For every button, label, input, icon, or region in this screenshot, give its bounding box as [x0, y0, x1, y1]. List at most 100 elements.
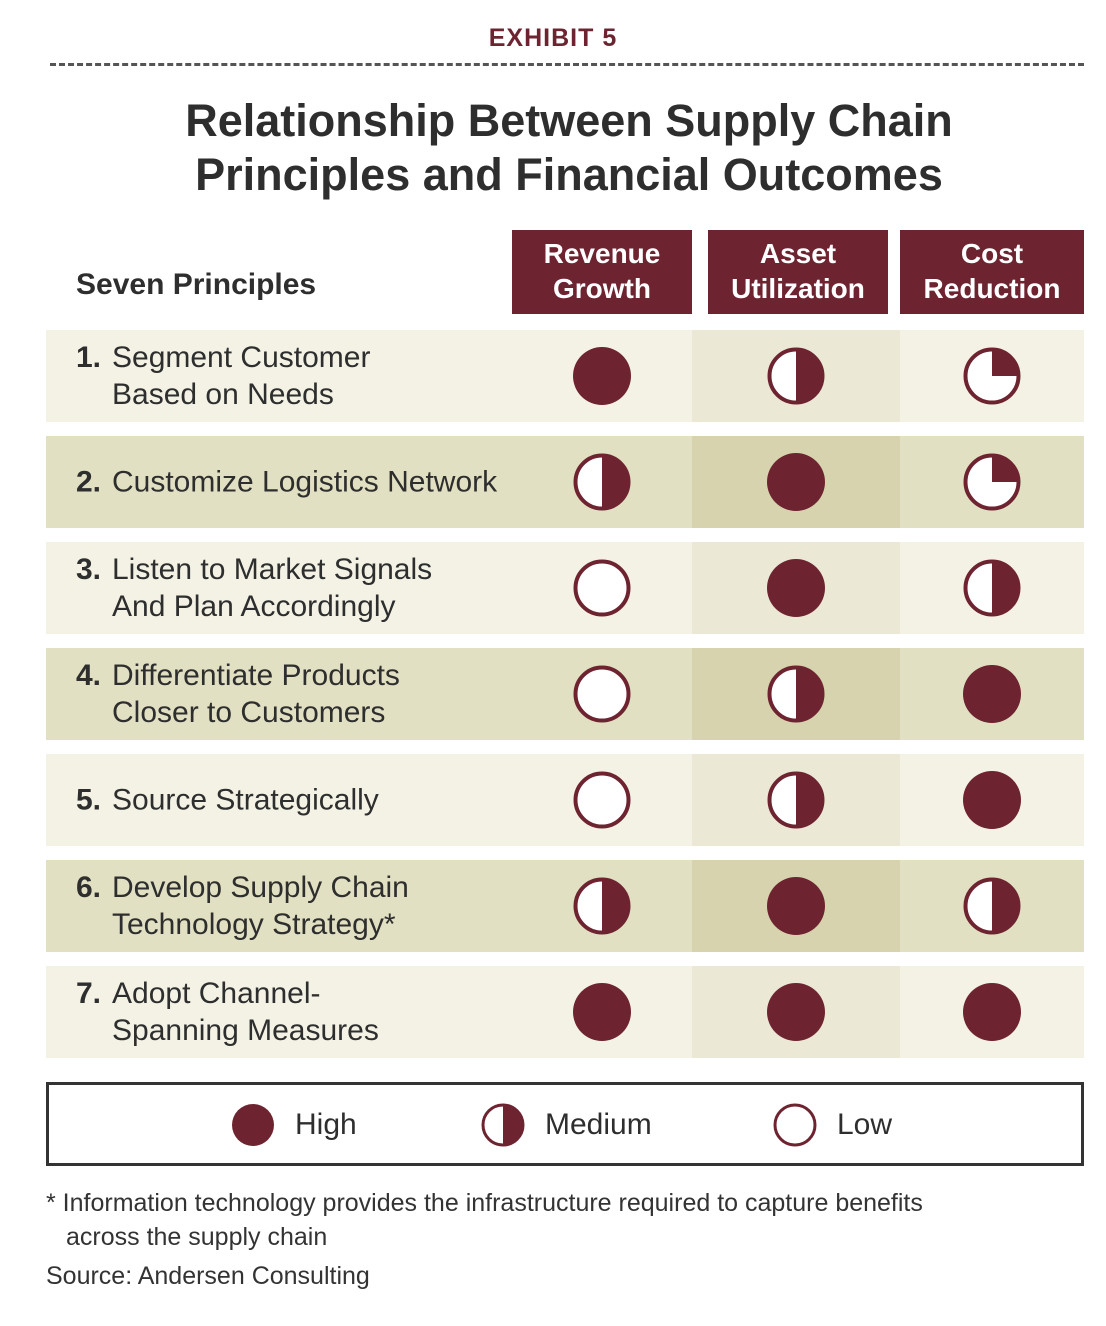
principle-label-line1: 6. Develop Supply Chain — [76, 869, 502, 906]
low-rating-icon — [573, 665, 631, 723]
rating-cell — [900, 754, 1084, 846]
medium-rating-icon — [963, 559, 1021, 617]
low-rating-icon — [573, 559, 631, 617]
legend-medium: Medium — [479, 1103, 652, 1147]
low-quarter-rating-icon — [963, 453, 1021, 511]
table-row: 2. Customize Logistics Network — [46, 436, 1084, 528]
rating-cell — [512, 648, 692, 740]
principle-label: 4. Differentiate Products Closer to Custom… — [76, 657, 502, 731]
rating-cell — [900, 436, 1084, 528]
principle-text: Customize Logistics Network — [112, 465, 498, 499]
medium-rating-icon — [573, 877, 631, 935]
principle-label-cell: 2. Customize Logistics Network — [46, 436, 512, 528]
principle-text: Source Strategically — [112, 783, 379, 817]
column-header-line2: Reduction — [923, 273, 1061, 304]
high-rating-icon — [767, 559, 825, 617]
medium-rating-icon — [767, 665, 825, 723]
high-rating-icon — [963, 983, 1021, 1041]
high-rating-icon — [963, 665, 1021, 723]
principle-label: 3. Listen to Market Signals And Plan Accor… — [76, 551, 502, 625]
rating-cell — [900, 330, 1084, 422]
rating-cell — [512, 330, 692, 422]
principle-label: 2. Customize Logistics Network — [76, 464, 502, 501]
principle-number: 4. — [76, 659, 102, 692]
legend-low-label: Low — [837, 1108, 893, 1141]
principle-number: 2. — [76, 465, 102, 499]
table-row: 5. Source Strategically — [46, 754, 1084, 846]
principle-number: 3. — [76, 553, 102, 586]
high-rating-icon — [573, 983, 631, 1041]
principle-text: Segment Customer — [112, 341, 371, 374]
rating-cell — [900, 648, 1084, 740]
rating-cell — [512, 436, 692, 528]
medium-rating-icon — [767, 347, 825, 405]
high-rating-icon — [767, 877, 825, 935]
principle-label-line1: 3. Listen to Market Signals — [76, 551, 502, 588]
principle-label-line2: Based on Needs — [112, 378, 334, 411]
low-rating-icon — [573, 771, 631, 829]
rating-cell — [692, 754, 900, 846]
rating-cell — [692, 330, 900, 422]
principle-label-cell: 3. Listen to Market Signals And Plan Accor… — [46, 542, 512, 634]
rating-cell — [900, 860, 1084, 952]
column-header-asset-utilization: Asset Utilization — [708, 230, 888, 314]
medium-rating-icon — [573, 453, 631, 511]
principle-label-line1: 1. Segment Customer — [76, 339, 502, 376]
legend-high: High — [229, 1103, 357, 1147]
principle-label-line1: 2. Customize Logistics Network — [76, 464, 502, 501]
high-rating-icon — [767, 983, 825, 1041]
legend-low: Low — [771, 1103, 892, 1147]
principle-text: Develop Supply Chain — [112, 871, 409, 904]
principle-label-line2: Spanning Measures — [112, 1014, 379, 1047]
footnote-line-2: across the supply chain — [66, 1223, 328, 1251]
low-quarter-rating-icon — [963, 347, 1021, 405]
medium-rating-icon — [963, 877, 1021, 935]
high-rating-icon — [573, 347, 631, 405]
page-title: Relationship Between Supply Chain Princi… — [0, 94, 1106, 202]
principle-label-line2: Technology Strategy* — [112, 908, 396, 941]
principle-label: 5. Source Strategically — [76, 782, 502, 819]
low-rating-icon — [773, 1103, 817, 1147]
column-header-line2: Utilization — [731, 273, 865, 304]
principle-text: Adopt Channel- — [112, 977, 321, 1010]
principle-label: 6. Develop Supply Chain Technology Strateg… — [76, 869, 502, 943]
table-row: 7. Adopt Channel- Spanning Measures — [46, 966, 1084, 1058]
dashed-divider — [50, 63, 1084, 66]
principle-number: 1. — [76, 341, 102, 374]
medium-rating-icon — [767, 771, 825, 829]
rating-cell — [512, 542, 692, 634]
principle-number: 6. — [76, 871, 102, 904]
column-header-line1: Revenue — [543, 238, 661, 269]
high-rating-icon — [232, 1104, 274, 1146]
rating-cell — [900, 966, 1084, 1058]
table-row: 3. Listen to Market Signals And Plan Accor… — [46, 542, 1084, 634]
column-header-cost-reduction: Cost Reduction — [900, 230, 1084, 314]
legend-medium-label: Medium — [545, 1108, 652, 1141]
title-line-2: Principles and Financial Outcomes — [195, 149, 943, 200]
principle-label-line1: 7. Adopt Channel- — [76, 975, 502, 1012]
principle-label-cell: 4. Differentiate Products Closer to Custom… — [46, 648, 512, 740]
column-header-revenue-growth: Revenue Growth — [512, 230, 692, 314]
principle-number: 5. — [76, 783, 102, 817]
table-row: 6. Develop Supply Chain Technology Strateg… — [46, 860, 1084, 952]
principle-label-line1: 4. Differentiate Products — [76, 657, 502, 694]
high-rating-icon — [767, 453, 825, 511]
principle-label-cell: 6. Develop Supply Chain Technology Strateg… — [46, 860, 512, 952]
rating-cell — [512, 860, 692, 952]
principle-label: 1. Segment Customer Based on Needs — [76, 339, 502, 413]
principle-number: 7. — [76, 977, 102, 1010]
column-header-line1: Cost — [960, 238, 1024, 269]
principle-label-line2: And Plan Accordingly — [112, 590, 396, 623]
table-row: 4. Differentiate Products Closer to Custom… — [46, 648, 1084, 740]
exhibit-label: EXHIBIT 5 — [488, 24, 618, 52]
principle-label-cell: 1. Segment Customer Based on Needs — [46, 330, 512, 422]
rating-cell — [512, 754, 692, 846]
legend-high-label: High — [295, 1108, 357, 1141]
medium-rating-icon — [481, 1103, 525, 1147]
rating-cell — [692, 648, 900, 740]
rating-cell — [900, 542, 1084, 634]
principle-label-line1: 5. Source Strategically — [76, 782, 502, 819]
column-header-line2: Growth — [553, 273, 651, 304]
rating-cell — [692, 860, 900, 952]
rating-cell — [692, 966, 900, 1058]
